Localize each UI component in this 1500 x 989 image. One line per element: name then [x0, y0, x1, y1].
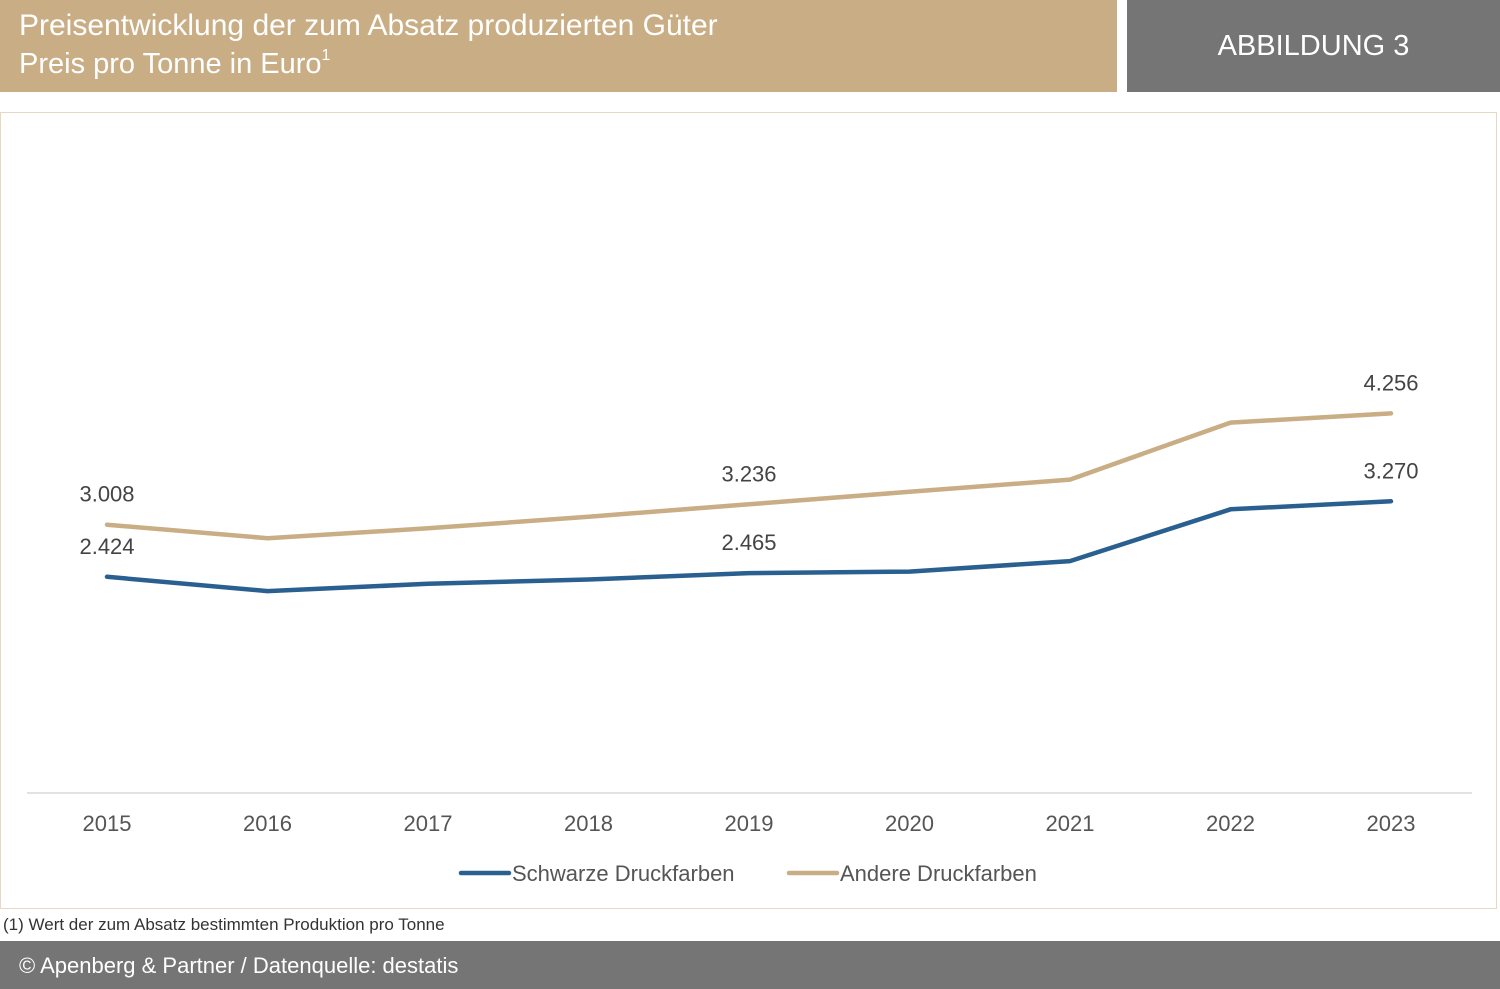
series-line — [104, 411, 1394, 541]
x-tick-label: 2017 — [404, 811, 453, 836]
x-tick-label: 2022 — [1206, 811, 1255, 836]
footnote: (1) Wert der zum Absatz bestimmten Produ… — [3, 915, 445, 934]
subtitle-text: Preis pro Tonne in Euro — [19, 48, 322, 80]
chart-title: Preisentwicklung der zum Absatz produzie… — [19, 9, 718, 42]
legend-label: Andere Druckfarben — [840, 861, 1037, 886]
data-label: 3.270 — [1363, 458, 1418, 483]
data-label: 3.008 — [79, 482, 134, 507]
figure-badge: ABBILDUNG 3 — [1127, 0, 1500, 92]
source-credit: © Apenberg & Partner / Datenquelle: dest… — [19, 953, 459, 978]
x-tick-label: 2019 — [725, 811, 774, 836]
x-tick-label: 2018 — [564, 811, 613, 836]
data-label: 2.424 — [79, 534, 134, 559]
title-banner: Preisentwicklung der zum Absatz produzie… — [0, 0, 1117, 92]
data-label: 4.256 — [1363, 370, 1418, 395]
x-tick-label: 2023 — [1367, 811, 1416, 836]
data-label: 2.465 — [721, 530, 776, 555]
x-tick-label: 2015 — [83, 811, 132, 836]
chart-subtitle: Preis pro Tonne in Euro1 — [19, 47, 331, 81]
chart-frame — [0, 112, 1497, 909]
series-line — [104, 499, 1394, 594]
footer-bar: © Apenberg & Partner / Datenquelle: dest… — [0, 941, 1500, 989]
data-label: 3.236 — [721, 461, 776, 486]
legend-label: Schwarze Druckfarben — [512, 861, 735, 886]
x-tick-label: 2020 — [885, 811, 934, 836]
x-tick-label: 2016 — [243, 811, 292, 836]
x-tick-label: 2021 — [1046, 811, 1095, 836]
subtitle-footnote-mark: 1 — [321, 47, 331, 65]
